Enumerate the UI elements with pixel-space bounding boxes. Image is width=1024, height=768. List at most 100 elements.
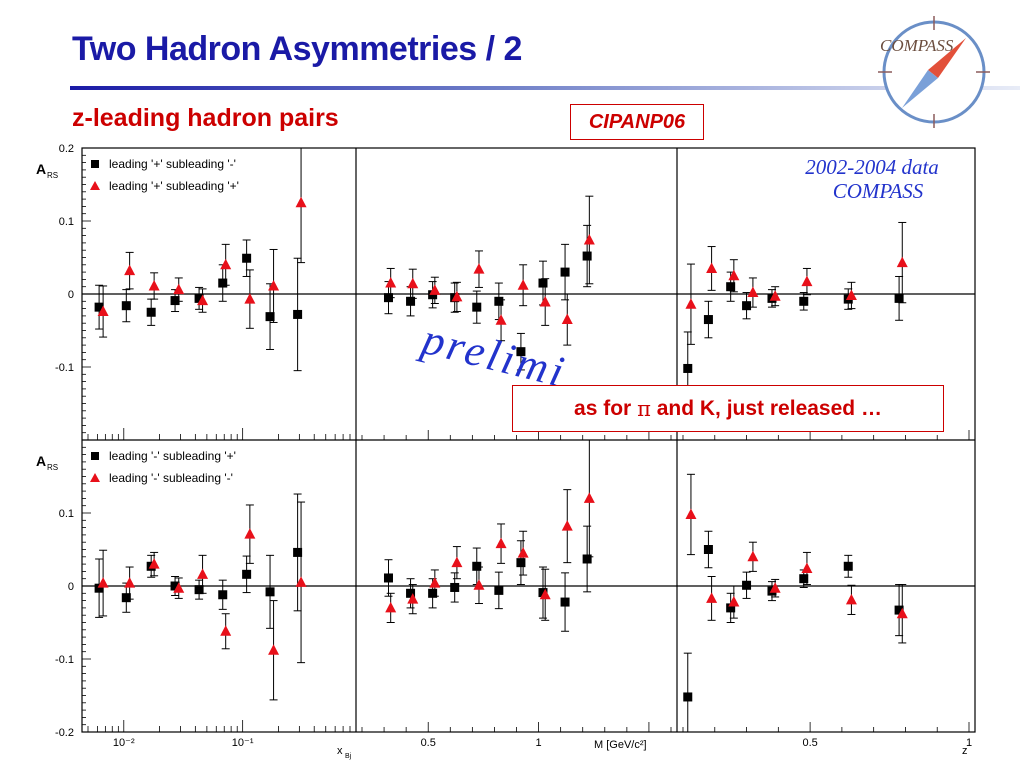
y-axis-label-subscript: RS	[47, 463, 58, 472]
data-point-triangle	[769, 290, 781, 301]
pi-symbol: π	[637, 396, 651, 421]
data-point-triangle	[197, 294, 209, 306]
data-point-triangle	[407, 277, 419, 289]
x-axis-label-xbj-subscript: Bj	[345, 753, 352, 760]
legend-label: leading '+' subleading '-'	[109, 157, 236, 171]
data-point-triangle	[517, 547, 529, 558]
data-point-square	[406, 296, 416, 306]
data-point-triangle	[561, 313, 573, 325]
data-point-triangle	[769, 582, 781, 593]
data-point-square	[428, 588, 438, 598]
note-suffix: and K, just released …	[650, 396, 882, 420]
data-point-square	[894, 293, 904, 303]
legend-label: leading '-' subleading '+'	[109, 449, 236, 463]
legend-marker-triangle	[90, 473, 100, 482]
data-point-triangle	[801, 275, 813, 287]
data-point-square	[726, 603, 736, 613]
data-point-square	[894, 605, 904, 615]
data-point-square	[94, 583, 104, 593]
legend-marker-square	[91, 452, 99, 460]
note-box: as for π and K, just released …	[512, 385, 944, 432]
data-point-triangle	[728, 596, 740, 607]
data-point-square	[170, 296, 180, 306]
data-point-square	[293, 309, 303, 319]
data-point-triangle	[845, 289, 857, 300]
data-point-square	[194, 585, 204, 595]
data-point-square	[383, 573, 393, 583]
data-point-square	[799, 296, 809, 306]
data-point-triangle	[583, 492, 595, 503]
data-point-triangle	[845, 593, 857, 605]
legend-label: leading '+' subleading '+'	[109, 179, 239, 193]
data-point-square	[742, 580, 752, 590]
x-tick-label: 10⁻²	[113, 737, 135, 749]
data-point-square	[538, 278, 548, 288]
data-point-triangle	[220, 625, 232, 636]
x-tick-label: 1	[536, 737, 542, 749]
data-point-triangle	[473, 263, 485, 274]
data-point-square	[94, 302, 104, 312]
data-point-square	[218, 278, 228, 288]
data-point-triangle	[747, 286, 759, 298]
data-point-square	[265, 587, 275, 597]
data-point-square	[265, 312, 275, 322]
legend-marker-square	[91, 160, 99, 168]
data-point-square	[560, 267, 570, 277]
slide-title: Two Hadron Asymmetries / 2	[72, 30, 522, 68]
data-point-triangle	[385, 601, 397, 613]
data-point-triangle	[429, 284, 441, 295]
data-point-square	[538, 588, 548, 598]
slide-subtitle: z-leading hadron pairs	[72, 104, 339, 132]
data-point-triangle	[244, 528, 256, 539]
data-point-triangle	[896, 607, 908, 619]
y-tick-label: 0	[68, 289, 74, 301]
data-point-triangle	[197, 568, 209, 579]
x-tick-label: 0.5	[802, 737, 817, 749]
data-point-square	[799, 574, 809, 584]
data-point-square	[242, 253, 252, 263]
data-point-triangle	[561, 520, 573, 531]
data-point-triangle	[517, 279, 529, 290]
legend-label: leading '-' subleading '-'	[109, 471, 233, 485]
data-point-triangle	[244, 293, 256, 304]
data-point-triangle	[148, 279, 160, 291]
data-point-triangle	[896, 256, 908, 268]
data-point-triangle	[685, 298, 697, 309]
x-tick-label: 1	[966, 737, 972, 749]
y-tick-label: -0.2	[55, 727, 74, 739]
data-point-triangle	[220, 258, 232, 270]
data-point-triangle	[124, 264, 136, 276]
data-point-triangle	[97, 305, 109, 317]
x-axis-label-xbj: x	[337, 745, 343, 757]
x-tick-label: 0.5	[421, 737, 436, 749]
logo-text: COMPASS	[880, 36, 954, 55]
data-point-triangle	[268, 279, 280, 291]
data-point-square	[121, 301, 131, 311]
data-point-square	[560, 597, 570, 607]
data-point-triangle	[685, 508, 697, 519]
y-tick-label: 0.1	[59, 508, 74, 520]
y-tick-label: -0.1	[55, 654, 74, 666]
conference-tag: CIPANP06	[570, 104, 704, 140]
data-point-square	[293, 547, 303, 557]
data-point-square	[843, 561, 853, 571]
x-tick-label: 10⁻¹	[232, 737, 254, 749]
data-point-triangle	[495, 314, 507, 325]
data-point-triangle	[451, 290, 463, 302]
legend-marker-triangle	[90, 181, 100, 190]
data-point-triangle	[747, 550, 759, 562]
data-point-triangle	[801, 562, 813, 573]
data-point-square	[516, 347, 526, 357]
data-point-square	[582, 554, 592, 564]
data-point-triangle	[583, 233, 595, 245]
data-point-square	[494, 585, 504, 595]
data-point-square	[683, 363, 693, 373]
data-point-triangle	[295, 196, 307, 208]
x-axis-label-minv: M [GeV/c²]	[594, 739, 647, 751]
data-point-square	[472, 561, 482, 571]
data-point-square	[582, 251, 592, 261]
data-point-square	[146, 307, 156, 317]
data-point-triangle	[407, 593, 419, 604]
data-point-square	[218, 590, 228, 600]
data-point-square	[170, 581, 180, 591]
